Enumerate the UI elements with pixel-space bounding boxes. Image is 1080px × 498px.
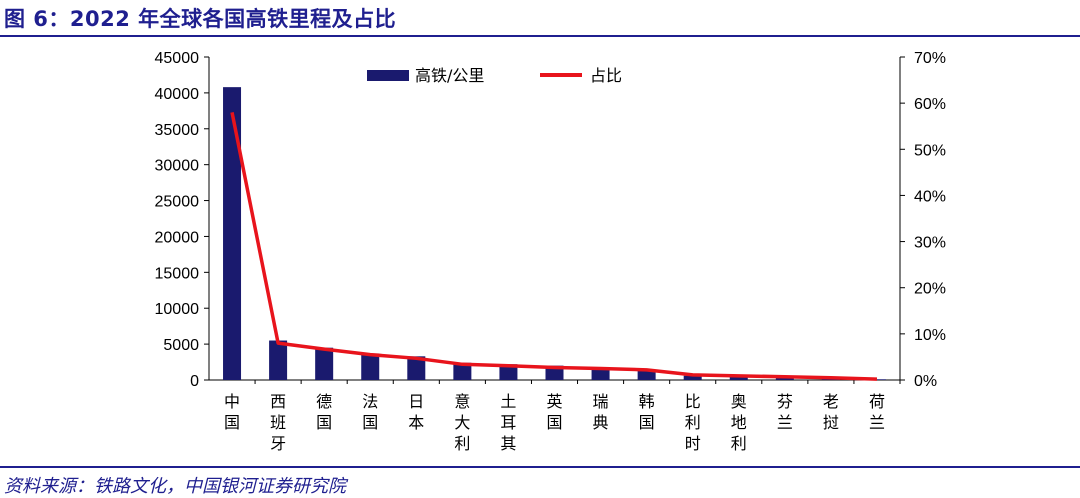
- x-tick-label: 土耳其: [500, 392, 516, 453]
- y-left-tick-label: 20000: [155, 229, 200, 246]
- bar: [867, 379, 886, 380]
- y-right-tick-label: 0%: [914, 373, 937, 390]
- bar: [407, 356, 426, 380]
- legend-label-bar: 高铁/公里: [415, 66, 484, 85]
- x-tick-label: 瑞典: [593, 392, 609, 432]
- bar: [269, 340, 288, 380]
- y-right-tick-label: 20%: [914, 281, 946, 298]
- bar: [223, 87, 242, 380]
- x-tick-label: 比利时: [685, 392, 701, 453]
- x-tick-label: 老挝: [823, 392, 839, 432]
- x-tick-label: 韩国: [639, 392, 655, 432]
- y-right-tick-label: 40%: [914, 188, 946, 205]
- y-left-tick-label: 40000: [155, 86, 200, 103]
- legend-label-line: 占比: [590, 66, 622, 85]
- bar: [683, 375, 702, 380]
- line-series: [230, 112, 878, 381]
- bar: [775, 377, 794, 380]
- legend-swatch-bar: [367, 70, 409, 81]
- bar: [499, 364, 518, 380]
- title-rule: [0, 35, 1080, 37]
- x-tick-label: 日本: [408, 392, 424, 432]
- source-note: 资料来源：铁路文化，中国银河证券研究院: [4, 476, 346, 497]
- bar: [361, 353, 380, 380]
- x-tick-label: 西班牙: [270, 392, 286, 453]
- y-right-tick-label: 60%: [914, 96, 946, 113]
- bar: [453, 362, 472, 380]
- y-right-tick-label: 70%: [914, 50, 946, 67]
- y-left-tick-label: 45000: [155, 50, 200, 67]
- x-tick-label: 中国: [224, 392, 240, 432]
- source-rule: [0, 466, 1080, 468]
- y-left-tick-label: 0: [190, 373, 199, 390]
- x-tick-label: 英国: [546, 392, 562, 432]
- y-left-tick-label: 15000: [155, 265, 200, 282]
- x-tick-label: 奥地利: [731, 392, 747, 453]
- y-left-tick-label: 5000: [163, 337, 199, 354]
- y-left-tick-label: 30000: [155, 158, 200, 175]
- y-left-tick-label: 10000: [155, 301, 200, 318]
- x-tick-label: 芬兰: [777, 392, 793, 432]
- chart-title: 图 6：2022 年全球各国高铁里程及占比: [4, 7, 397, 31]
- bar: [637, 369, 656, 380]
- x-tick-label: 意大利: [454, 392, 470, 453]
- y-right-tick-label: 50%: [914, 142, 946, 159]
- x-tick-label: 德国: [316, 392, 332, 432]
- y-left-tick-label: 35000: [155, 122, 200, 139]
- y-right-tick-label: 10%: [914, 327, 946, 344]
- bar: [591, 367, 610, 380]
- x-tick-label: 荷兰: [869, 392, 885, 432]
- x-tick-label: 法国: [362, 392, 378, 432]
- y-left-tick-label: 25000: [155, 194, 200, 211]
- bar: [315, 347, 334, 380]
- bar: [729, 376, 748, 380]
- y-right-tick-label: 30%: [914, 235, 946, 252]
